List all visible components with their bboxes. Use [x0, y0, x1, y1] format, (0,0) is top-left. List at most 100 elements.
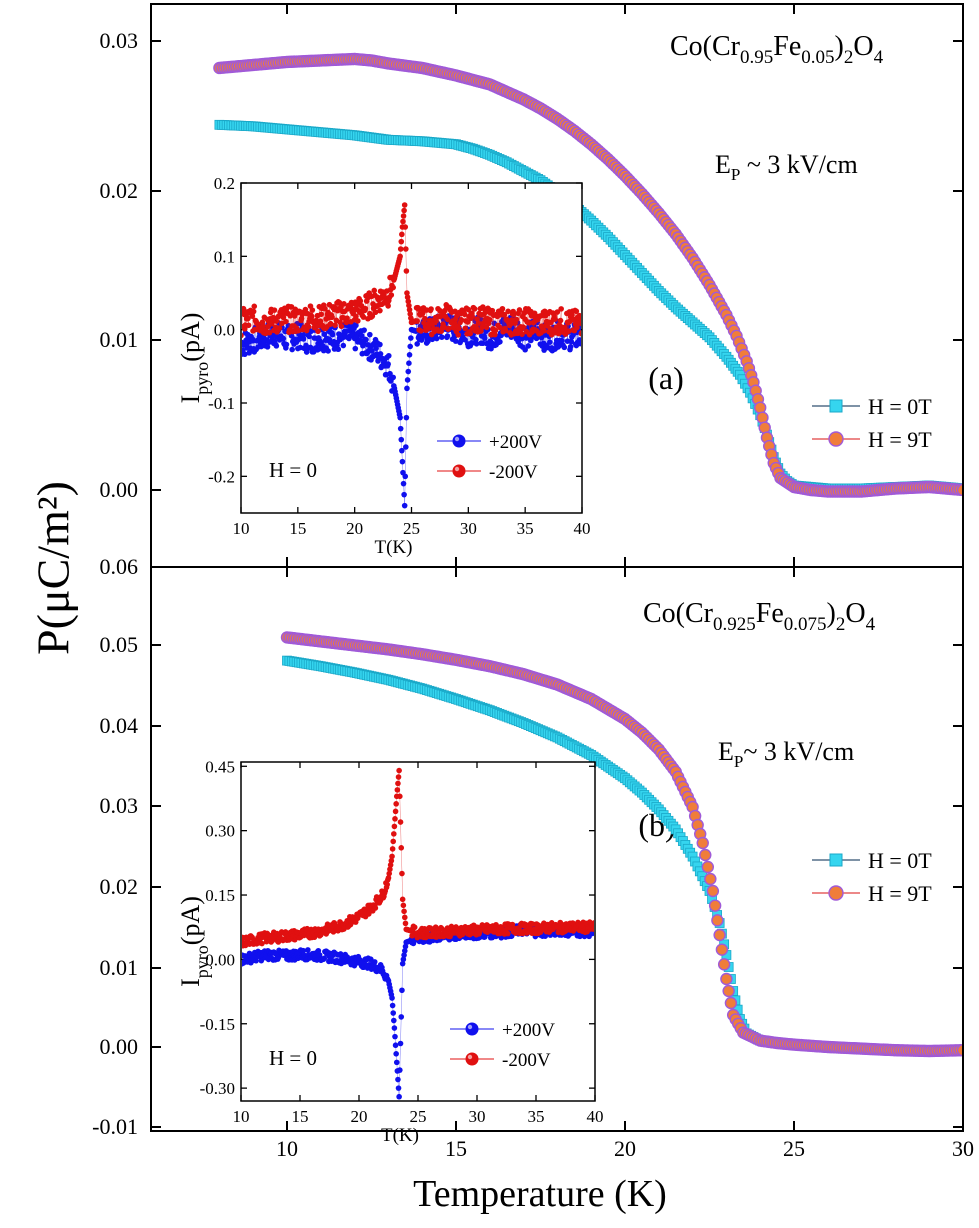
inset-point — [401, 952, 407, 958]
inset-point — [389, 995, 395, 1001]
inset-point — [591, 920, 594, 926]
inset-point — [362, 305, 369, 312]
inset-point — [329, 331, 336, 338]
inset-field-note: H = 0 — [269, 1046, 317, 1070]
inset-point — [429, 336, 436, 343]
inset-point — [271, 307, 278, 313]
inset-point — [516, 307, 523, 313]
inset-x-tick-label: 25 — [403, 519, 420, 538]
series-h9t — [213, 52, 962, 498]
inset-point — [455, 332, 462, 338]
series-layer — [213, 52, 962, 498]
inset-point — [568, 338, 575, 345]
inset-point — [403, 444, 409, 450]
inset-point — [458, 317, 465, 323]
inset-point — [360, 314, 367, 320]
inset-series-layer — [242, 767, 594, 1100]
x-tick-label: 15 — [445, 1136, 467, 1161]
inset-point — [487, 316, 493, 323]
inset-point — [399, 960, 406, 967]
inset-point — [251, 303, 258, 310]
inset-x-tick-label: 15 — [289, 519, 306, 538]
legend-label: H = 0T — [868, 848, 932, 873]
inset-point — [300, 336, 307, 342]
y-tick-label: 0.01 — [100, 955, 139, 980]
inset-point — [352, 345, 359, 352]
inset-point — [371, 287, 378, 294]
field-label: EP ~ 3 kV/cm — [715, 150, 858, 184]
y-tick-label: 0.03 — [100, 793, 139, 818]
inset-point — [385, 352, 392, 359]
inset-point — [338, 323, 345, 330]
y-tick-label: 0.04 — [100, 713, 139, 738]
inset-point — [390, 1010, 397, 1016]
inset-point — [400, 218, 406, 225]
inset-point — [273, 343, 280, 349]
inset-point — [399, 231, 405, 238]
inset-point — [414, 341, 420, 347]
inset-point — [259, 319, 266, 326]
inset-point — [400, 213, 407, 219]
data-point — [956, 483, 962, 497]
inset-point — [401, 914, 408, 921]
inset-point — [264, 344, 271, 350]
inset-legend-entry: +200V — [437, 432, 542, 453]
data-point — [720, 972, 733, 986]
inset-point — [397, 1040, 404, 1047]
inset-point — [242, 332, 244, 339]
data-point — [706, 884, 720, 898]
data-point — [704, 872, 717, 886]
inset-legend-highlight — [467, 1054, 473, 1060]
data-point — [756, 411, 769, 424]
inset-point — [283, 318, 289, 325]
inset-y-tick-label: -0.30 — [200, 1079, 235, 1098]
inset-point — [423, 331, 429, 338]
inset-point — [497, 324, 503, 331]
inset-y-tick-label: 0.30 — [205, 822, 235, 841]
x-axis-label: Temperature (K) — [413, 1173, 667, 1215]
inset-point — [390, 374, 396, 381]
inset-point — [401, 207, 407, 214]
inset-point — [428, 306, 434, 312]
x-tick-label: 10 — [276, 1136, 298, 1161]
inset-point — [405, 298, 412, 305]
inset-point — [404, 294, 411, 300]
inset-point — [389, 853, 395, 860]
inset-legend-label: +200V — [502, 1020, 555, 1041]
inset-point — [488, 345, 494, 352]
inset-point — [395, 780, 401, 787]
data-point — [701, 860, 715, 874]
data-point — [711, 914, 724, 927]
inset-point — [404, 377, 411, 383]
inset-point — [305, 323, 312, 330]
inset-point — [406, 352, 413, 358]
inset-point — [576, 312, 581, 319]
inset-point — [384, 881, 390, 888]
inset-x-label: T(K) — [375, 537, 413, 558]
inset-point — [407, 311, 414, 317]
inset-legend-highlight — [454, 436, 460, 442]
inset-x-tick-label: 15 — [292, 1107, 309, 1126]
legend-label: H = 0T — [868, 394, 932, 419]
inset-point — [400, 902, 407, 909]
inset-point — [332, 322, 338, 329]
panel-a: 0.00 0.01 0.02 0.03 Co(Cr0.95Fe0.05)2O4 EP ~ … — [100, 4, 964, 567]
inset-point — [343, 319, 350, 326]
inset-b: 10 15 20 25 30 35 40 -0.30 -0.15 0.00 0.15 0.30 0.45… — [176, 757, 604, 1146]
inset-point — [497, 339, 503, 345]
inset-point — [341, 301, 347, 307]
inset-y-tick-label: 0.45 — [205, 757, 235, 776]
inset-legend-label: +200V — [489, 432, 542, 453]
inset-point — [327, 320, 334, 327]
composition-label: Co(Cr0.95Fe0.05)2O4 — [670, 31, 884, 68]
inset-point — [452, 308, 458, 315]
legend-entry: H = 9T — [812, 881, 932, 906]
inset-point — [249, 313, 256, 319]
inset-point — [373, 345, 379, 352]
inset-point — [387, 862, 394, 868]
y-tick-label: 0.00 — [100, 1034, 139, 1059]
inset-legend-marker — [465, 1052, 479, 1066]
inset-x-tick-label: 30 — [469, 1107, 486, 1126]
inset-point — [398, 238, 405, 245]
inset-point — [505, 930, 511, 937]
